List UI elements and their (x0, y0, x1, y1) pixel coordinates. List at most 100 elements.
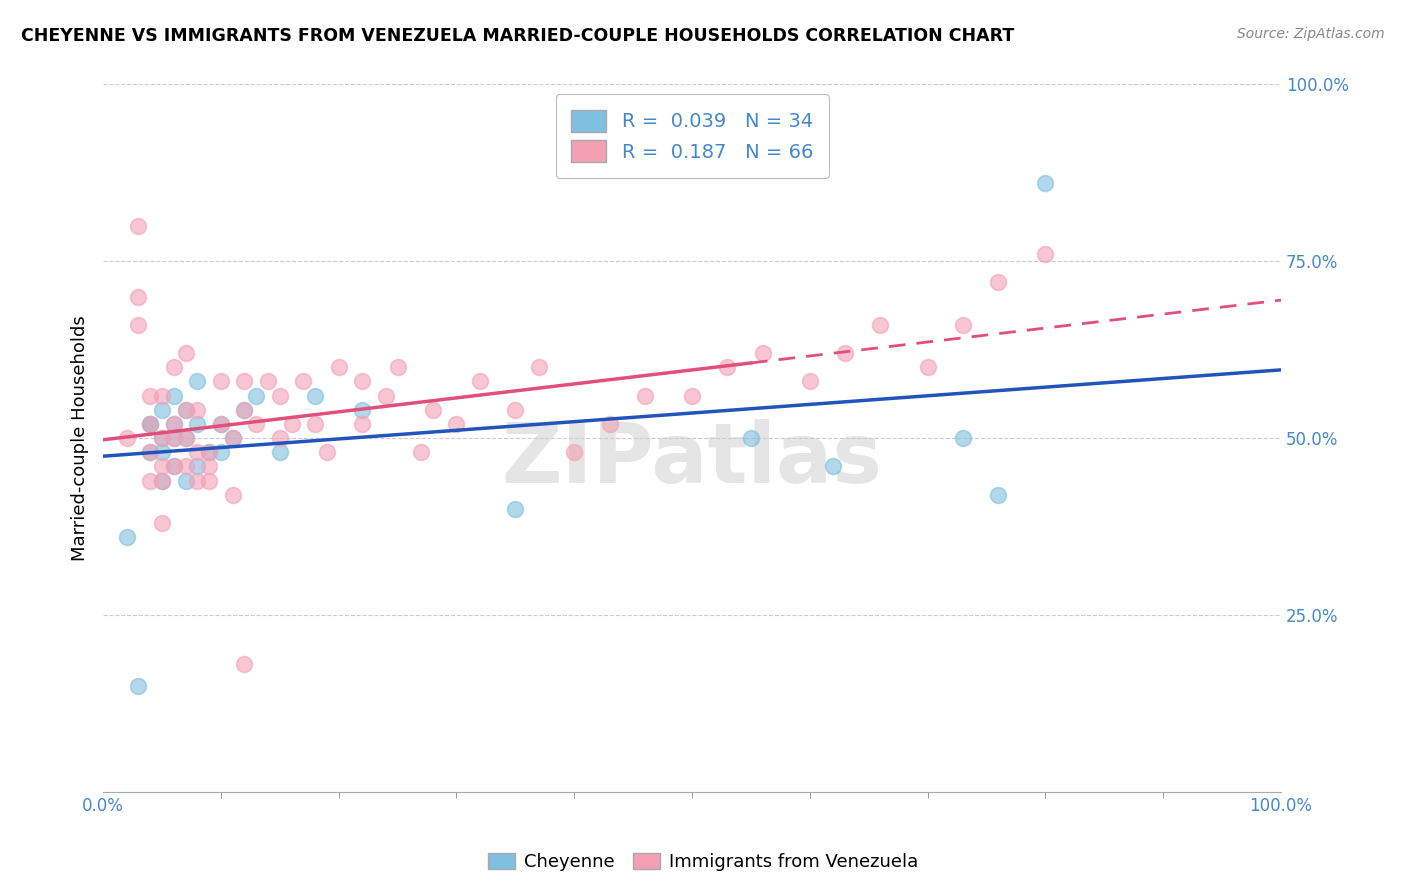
Point (198, 474, 221, 488)
Point (834, 346, 856, 360)
Point (328, 360, 350, 375)
Point (186, 402, 208, 417)
Point (163, 417, 186, 431)
Point (599, 417, 621, 431)
Point (269, 389, 291, 403)
Point (257, 375, 280, 389)
Legend: R =  0.039   N = 34, R =  0.187   N = 66: R = 0.039 N = 34, R = 0.187 N = 66 (555, 95, 828, 178)
Point (233, 657, 256, 672)
Point (1035, 177, 1057, 191)
Legend: Cheyenne, Immigrants from Venezuela: Cheyenne, Immigrants from Venezuela (481, 846, 925, 879)
Point (163, 459, 186, 474)
Point (174, 346, 197, 360)
Point (186, 459, 208, 474)
Point (917, 360, 939, 375)
Point (352, 375, 374, 389)
Point (422, 402, 444, 417)
Point (150, 474, 173, 488)
Text: ZIPatlas: ZIPatlas (502, 418, 883, 500)
Point (174, 474, 197, 488)
Point (186, 417, 208, 431)
Point (209, 417, 232, 431)
Point (115, 530, 138, 544)
Point (446, 417, 468, 431)
Text: Source: ZipAtlas.com: Source: ZipAtlas.com (1237, 27, 1385, 41)
Point (163, 459, 186, 474)
Point (150, 516, 173, 530)
Point (174, 431, 197, 445)
Point (174, 459, 197, 474)
Point (505, 501, 527, 516)
Point (150, 474, 173, 488)
Point (174, 431, 197, 445)
Point (115, 431, 138, 445)
Point (952, 318, 974, 332)
Point (209, 445, 232, 459)
Point (1035, 247, 1057, 261)
Point (139, 417, 162, 431)
Point (150, 402, 173, 417)
Point (163, 417, 186, 431)
Point (681, 389, 703, 403)
Point (209, 375, 232, 389)
Point (316, 445, 339, 459)
Point (716, 360, 738, 375)
Point (127, 219, 149, 233)
Point (198, 445, 221, 459)
Point (139, 389, 162, 403)
Point (245, 389, 267, 403)
Point (139, 417, 162, 431)
Point (505, 402, 527, 417)
Point (468, 375, 491, 389)
Point (139, 474, 162, 488)
Point (233, 402, 256, 417)
Point (387, 360, 409, 375)
Point (952, 431, 974, 445)
Point (150, 459, 173, 474)
Point (751, 346, 773, 360)
Point (304, 417, 326, 431)
Point (163, 360, 186, 375)
Point (221, 431, 243, 445)
Point (150, 431, 173, 445)
Point (186, 474, 208, 488)
Point (280, 417, 302, 431)
Point (186, 445, 208, 459)
Point (174, 402, 197, 417)
Point (411, 445, 433, 459)
Point (245, 417, 267, 431)
Point (174, 402, 197, 417)
Point (127, 318, 149, 332)
Point (221, 488, 243, 502)
Point (233, 375, 256, 389)
Point (139, 445, 162, 459)
Point (198, 459, 221, 474)
Point (127, 290, 149, 304)
Y-axis label: Married-couple Households: Married-couple Households (72, 315, 89, 561)
Point (352, 402, 374, 417)
Point (869, 318, 891, 332)
Point (150, 431, 173, 445)
Point (799, 375, 821, 389)
Point (823, 459, 845, 474)
Point (163, 431, 186, 445)
Point (163, 431, 186, 445)
Text: CHEYENNE VS IMMIGRANTS FROM VENEZUELA MARRIED-COUPLE HOUSEHOLDS CORRELATION CHAR: CHEYENNE VS IMMIGRANTS FROM VENEZUELA MA… (21, 27, 1014, 45)
Point (374, 389, 396, 403)
Point (127, 679, 149, 693)
Point (987, 276, 1010, 290)
Point (198, 445, 221, 459)
Point (186, 375, 208, 389)
Point (634, 389, 657, 403)
Point (221, 431, 243, 445)
Point (233, 402, 256, 417)
Point (150, 389, 173, 403)
Point (163, 389, 186, 403)
Point (139, 417, 162, 431)
Point (209, 417, 232, 431)
Point (292, 375, 315, 389)
Point (562, 445, 585, 459)
Point (352, 417, 374, 431)
Point (527, 360, 550, 375)
Point (304, 389, 326, 403)
